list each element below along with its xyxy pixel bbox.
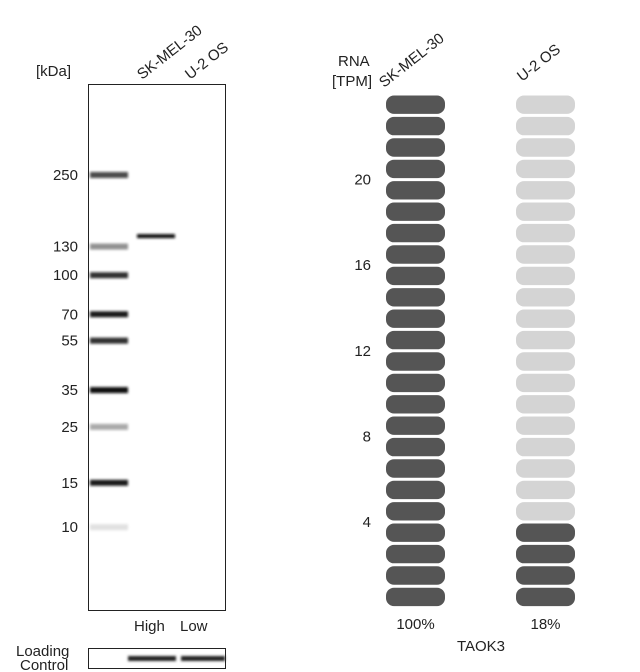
value-label: 100% (396, 616, 434, 633)
marker-label: 130 (53, 239, 78, 256)
level-label: Low (180, 618, 208, 635)
rna-pill (386, 116, 445, 136)
blot-frame (88, 84, 226, 611)
rna-pill-empty (516, 352, 575, 371)
rna-pill (386, 245, 445, 264)
marker-label: 15 (61, 475, 78, 492)
rna-pill-empty (516, 330, 575, 350)
y-tick-label: 12 (354, 343, 371, 360)
marker-label: 100 (53, 267, 78, 284)
ladder-band (90, 337, 128, 344)
kda-label: [kDa] (36, 63, 71, 80)
rna-pill (386, 266, 445, 286)
rna-pill (386, 437, 445, 457)
rna-pill-empty (516, 395, 575, 414)
rna-pill (386, 223, 445, 243)
rna-pill (386, 159, 445, 179)
rna-pill-empty (516, 288, 575, 307)
rna-pill-empty (516, 181, 575, 200)
gene-label: TAOK3 (457, 638, 505, 655)
rna-pill (386, 202, 445, 221)
rna-pill (386, 416, 445, 435)
rna-axis-label: RNA (338, 53, 370, 70)
rna-pill-empty (516, 138, 575, 157)
rna-pill-empty (516, 245, 575, 264)
rna-pill-empty (516, 416, 575, 435)
loading-label: Loading (16, 643, 69, 660)
rna-pill (386, 309, 445, 328)
loading-label: Control (20, 657, 68, 672)
rna-pill (386, 587, 445, 607)
rna-pill-empty (516, 480, 575, 500)
y-tick-label: 8 (363, 428, 371, 445)
cell-label: U-2 OS (514, 41, 564, 85)
rna-axis-label: [TPM] (332, 73, 372, 90)
rna-pill (386, 502, 445, 521)
cell-label: SK-MEL-30 (376, 30, 448, 91)
rna-pill-empty (516, 159, 575, 179)
level-label: High (134, 618, 165, 635)
rna-pill-empty (516, 459, 575, 478)
rna-pill-empty (516, 116, 575, 136)
rna-pill-empty (516, 95, 575, 114)
rna-pill (386, 480, 445, 500)
rna-pill (386, 352, 445, 371)
sample-band (137, 234, 175, 239)
marker-label: 250 (53, 167, 78, 184)
rna-pill (386, 544, 445, 564)
rna-pill (386, 395, 445, 414)
y-tick-label: 4 (363, 514, 371, 531)
ladder-band (90, 243, 128, 250)
y-tick-label: 16 (354, 257, 371, 274)
marker-label: 10 (61, 519, 78, 536)
loading-band (128, 656, 176, 661)
ladder-band (90, 423, 128, 430)
rna-pill (516, 587, 575, 607)
rna-pill-empty (516, 202, 575, 221)
ladder-band (90, 172, 128, 178)
rna-pill-empty (516, 223, 575, 243)
value-label: 18% (530, 616, 560, 633)
loading-band (181, 656, 225, 661)
ladder-band (90, 479, 128, 486)
rna-pill (386, 330, 445, 350)
ladder-band (90, 311, 128, 318)
rna-pill (386, 288, 445, 307)
marker-label: 25 (61, 419, 78, 436)
rna-pill (386, 181, 445, 200)
rna-pill (386, 459, 445, 478)
marker-label: 35 (61, 382, 78, 399)
rna-pill-empty (516, 266, 575, 286)
rna-pill (386, 566, 445, 585)
rna-pill-empty (516, 502, 575, 521)
rna-pill-empty (516, 437, 575, 457)
rna-pill (386, 138, 445, 157)
y-tick-label: 20 (354, 172, 371, 189)
rna-pill (386, 523, 445, 542)
ladder-band (90, 524, 128, 531)
marker-label: 70 (61, 306, 78, 323)
rna-pill (386, 95, 445, 114)
rna-pill-empty (516, 373, 575, 393)
rna-pill (516, 566, 575, 585)
ladder-band (90, 387, 128, 394)
ladder-band (90, 272, 128, 279)
rna-pill (516, 544, 575, 564)
marker-label: 55 (61, 333, 78, 350)
rna-pill-empty (516, 309, 575, 328)
rna-pill (386, 373, 445, 393)
rna-pill (516, 523, 575, 542)
